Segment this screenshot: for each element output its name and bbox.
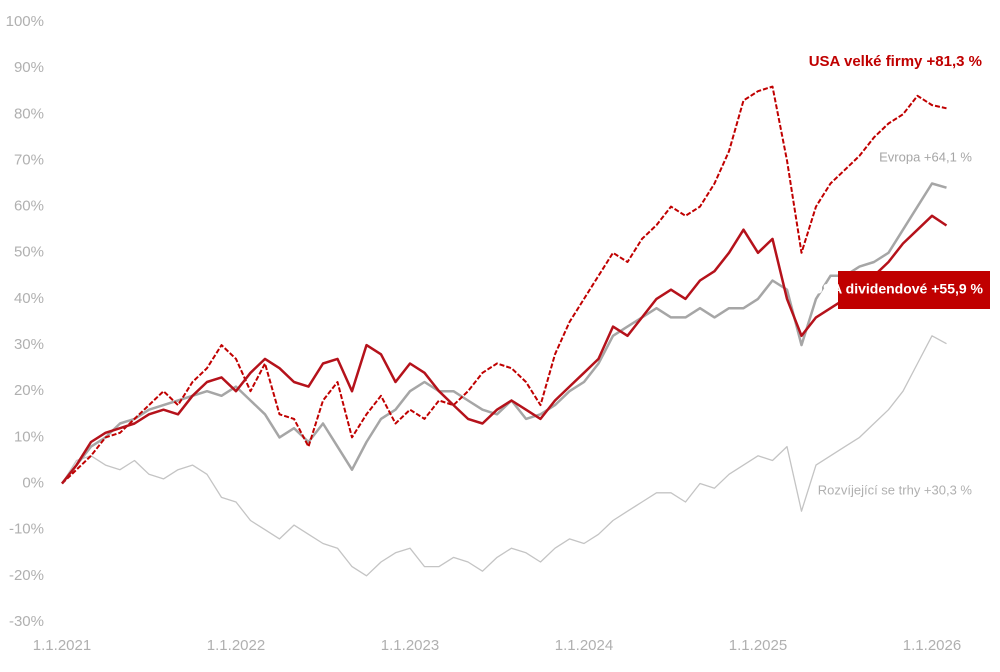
y-tick-label: 60%: [14, 198, 44, 215]
annotation: Rozvíjející se trhy +30,3 %: [818, 482, 973, 497]
series-line: [61, 85, 947, 485]
y-tick-label: -30%: [9, 613, 44, 630]
annotation: Evropa +64,1 %: [879, 149, 972, 164]
y-tick-label: 20%: [14, 382, 44, 399]
x-tick-label: 1.1.2023: [381, 637, 439, 654]
annotation-box: [838, 271, 990, 309]
y-tick-label: 70%: [14, 151, 44, 168]
y-tick-label: 50%: [14, 244, 44, 261]
annotation: USA dividendové +55,9 %: [813, 281, 984, 297]
y-tick-label: 40%: [14, 290, 44, 307]
x-tick-label: 1.1.2021: [33, 637, 91, 654]
x-tick-label: 1.1.2022: [207, 637, 265, 654]
y-tick-label: 30%: [14, 336, 44, 353]
y-tick-label: 10%: [14, 428, 44, 445]
y-tick-label: 90%: [14, 59, 44, 76]
y-tick-label: 100%: [6, 13, 44, 30]
y-tick-label: -20%: [9, 567, 44, 584]
y-tick-label: -10%: [9, 521, 44, 538]
annotation: USA velké firmy +81,3 %: [809, 53, 982, 70]
y-tick-label: 0%: [22, 475, 44, 492]
series-line: [61, 182, 947, 485]
series-line: [61, 214, 948, 485]
y-tick-label: 80%: [14, 105, 44, 122]
x-tick-label: 1.1.2024: [555, 637, 613, 654]
x-tick-label: 1.1.2026: [903, 637, 961, 654]
series-line: [61, 335, 947, 577]
x-tick-label: 1.1.2025: [729, 637, 787, 654]
